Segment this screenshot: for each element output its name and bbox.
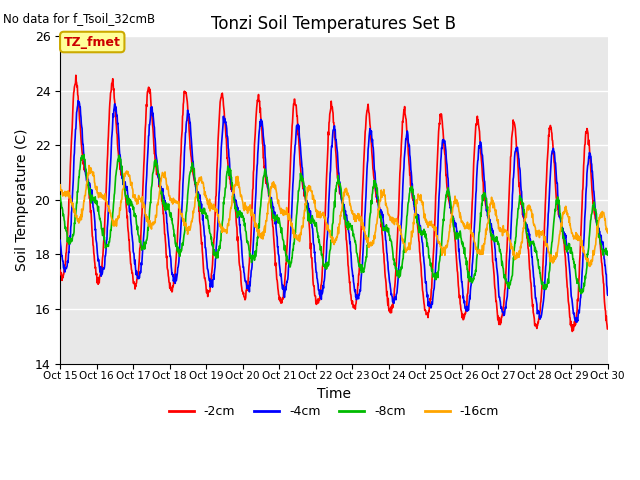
X-axis label: Time: Time: [317, 387, 351, 401]
Title: Tonzi Soil Temperatures Set B: Tonzi Soil Temperatures Set B: [211, 15, 456, 33]
Legend: -2cm, -4cm, -8cm, -16cm: -2cm, -4cm, -8cm, -16cm: [164, 400, 504, 423]
Text: No data for f_Tsoil_32cmB: No data for f_Tsoil_32cmB: [3, 12, 156, 25]
Y-axis label: Soil Temperature (C): Soil Temperature (C): [15, 129, 29, 271]
Text: TZ_fmet: TZ_fmet: [64, 36, 121, 48]
